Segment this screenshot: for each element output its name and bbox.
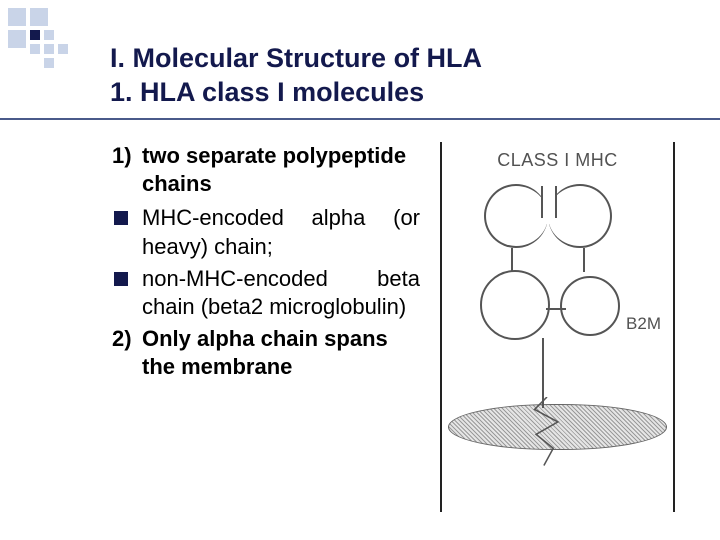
title-line-1: I. Molecular Structure of HLA — [110, 42, 482, 76]
mhc-class1-diagram: CLASS I MHC B2M — [440, 142, 675, 512]
point-1-text: two separate polypeptide chains — [112, 142, 420, 198]
groove-wall-icon — [541, 186, 543, 218]
point-2-number: 2) — [112, 326, 132, 351]
bullet-text-1: MHC-encoded alpha (or heavy) chain; — [142, 204, 420, 260]
alpha3-domain-icon — [480, 270, 550, 340]
point-2-text: Only alpha chain spans the membrane — [112, 325, 420, 381]
beta2m-domain-icon — [560, 276, 620, 336]
body-content: 1) two separate polypeptide chains MHC-e… — [112, 142, 420, 382]
connector-icon — [546, 300, 566, 318]
connector-icon — [502, 242, 602, 274]
square-bullet-icon — [114, 211, 128, 225]
figure-title: CLASS I MHC — [442, 150, 673, 171]
groove-wall-icon — [555, 186, 557, 218]
b2m-label: B2M — [626, 314, 661, 334]
point-2: 2) Only alpha chain spans the membrane — [112, 325, 420, 381]
point-1-number: 1) — [112, 142, 138, 170]
point-1: 1) two separate polypeptide chains — [112, 142, 420, 198]
list-item: non-MHC-encoded beta chain (beta2 microg… — [112, 265, 420, 321]
slide-title: I. Molecular Structure of HLA 1. HLA cla… — [110, 42, 482, 110]
bullet-list: MHC-encoded alpha (or heavy) chain; non-… — [112, 204, 420, 321]
alpha2-domain-icon — [548, 184, 612, 248]
alpha1-domain-icon — [484, 184, 548, 248]
bullet-text-2: non-MHC-encoded beta chain (beta2 microg… — [142, 265, 420, 321]
square-bullet-icon — [114, 272, 128, 286]
title-line-2: 1. HLA class I molecules — [110, 76, 482, 110]
list-item: MHC-encoded alpha (or heavy) chain; — [112, 204, 420, 260]
cytoplasmic-tail-icon — [527, 397, 567, 467]
title-underline — [0, 118, 720, 120]
corner-decoration — [8, 8, 88, 73]
